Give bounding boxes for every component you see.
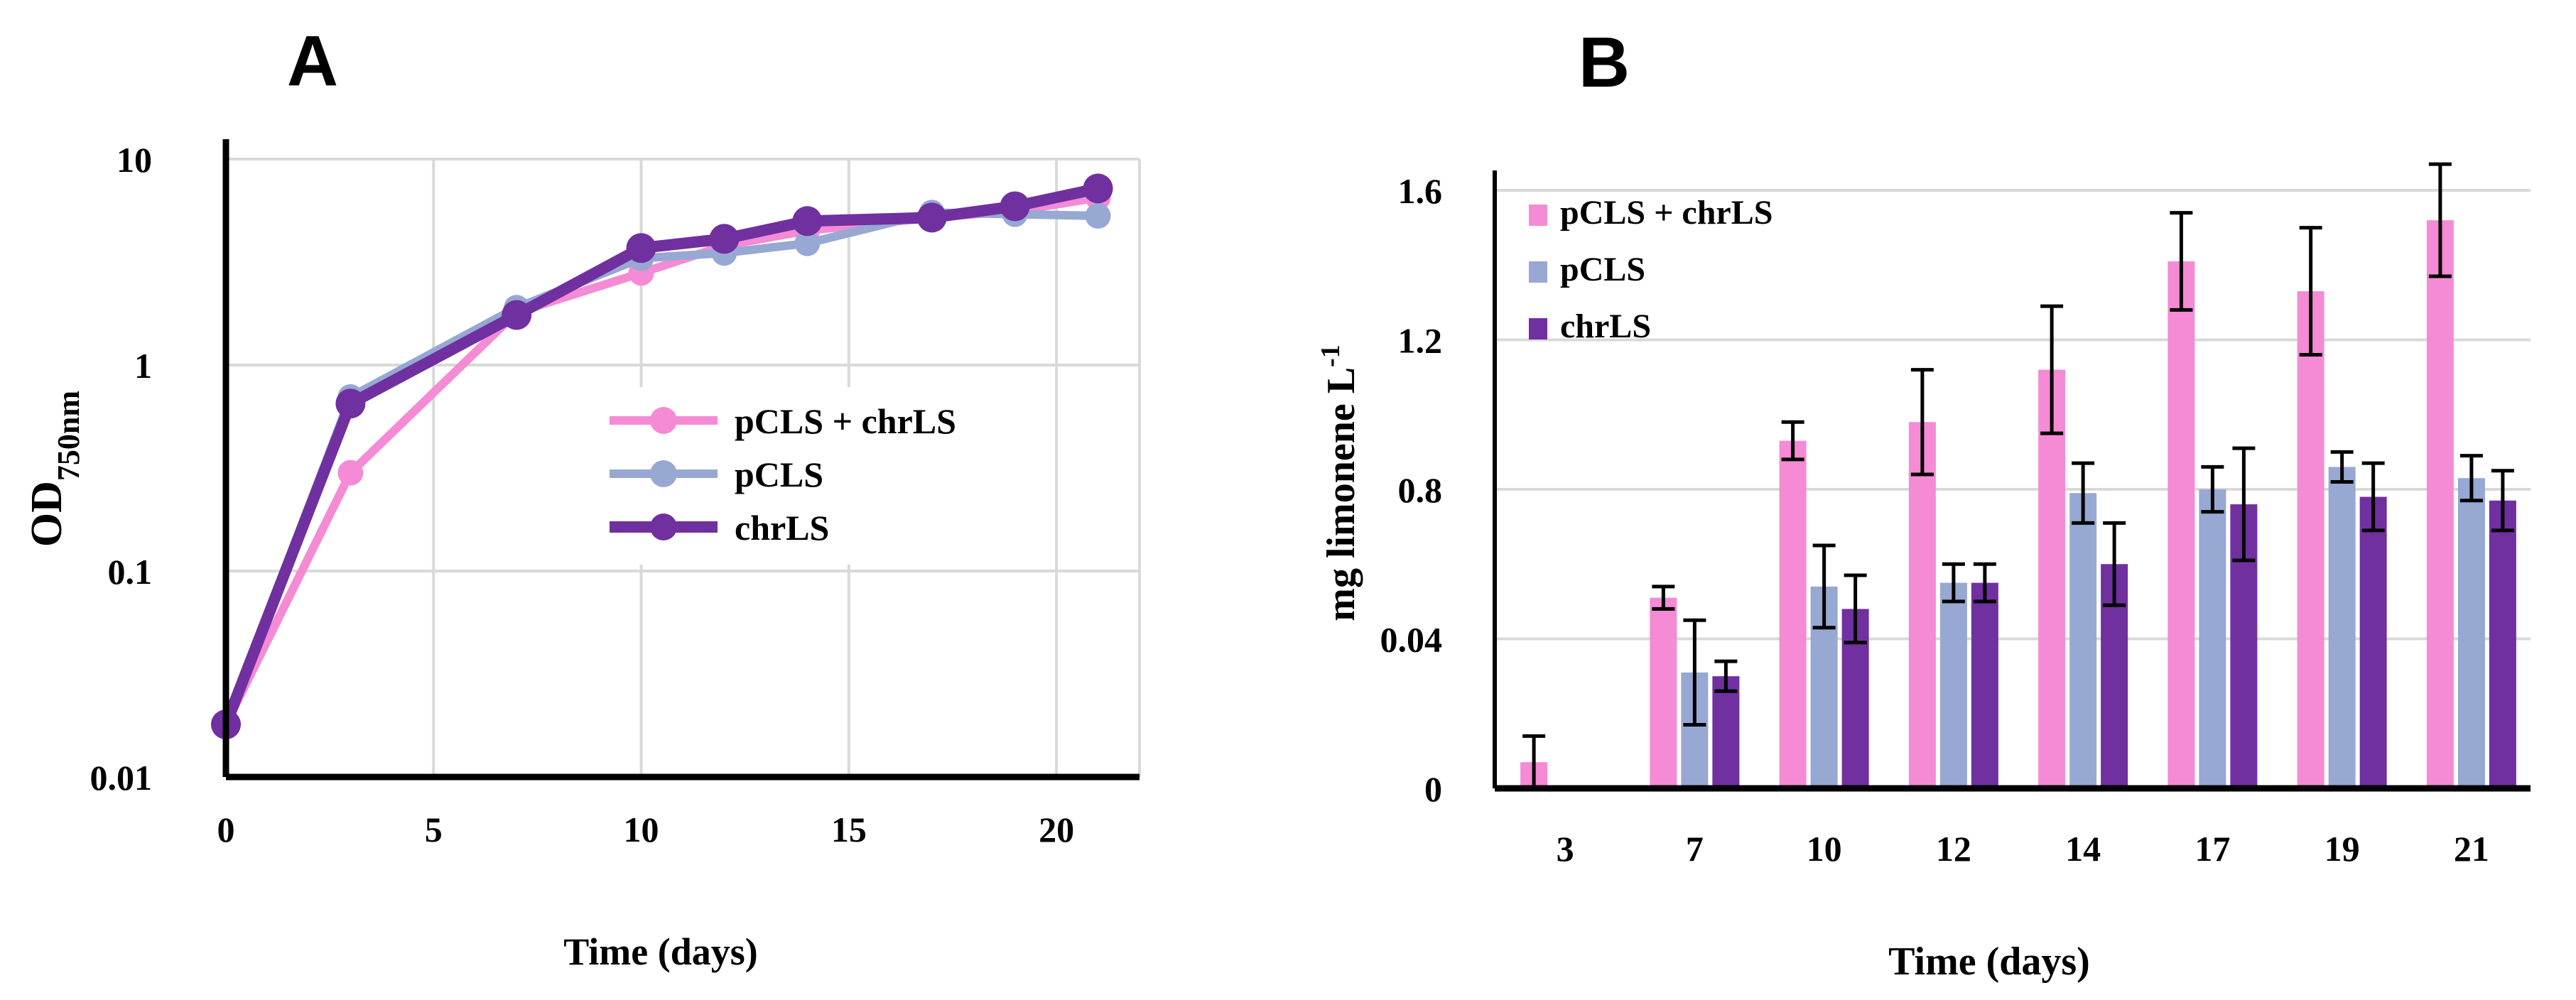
panel-a-legend-swatch-marker	[650, 407, 677, 434]
panel-b: B 3 7 10 12 14 17 19 21 0 0.04 0.8 1.2 1.6 Time (da…	[1316, 23, 2531, 984]
panel-a-x-axis-label: Time (days)	[563, 930, 758, 973]
panel-b-x-tick-label: 19	[2325, 829, 2360, 869]
panel-b-legend-label: pCLS	[1560, 251, 1645, 288]
panel-b-y-tick-label: 1.2	[1398, 321, 1443, 361]
panel-a-y-axis-label: OD750nm	[23, 391, 86, 547]
panel-b-x-tick-labels: 3 7 10 12 14 17 19 21	[1557, 829, 2489, 869]
panel-a-data-point	[337, 460, 364, 486]
panel-a-y-tick-label: 1	[134, 346, 152, 386]
panel-b-bar	[2199, 489, 2226, 788]
panel-a-series	[211, 173, 1113, 739]
panel-a-data-point	[1000, 191, 1030, 222]
panel-b-bar	[2359, 496, 2387, 788]
panel-a-x-tick-label: 0	[217, 810, 235, 849]
panel-a-data-point	[916, 202, 947, 233]
panel-b-bars	[1520, 162, 2516, 790]
panel-a-y-tick-labels: 0.01 0.1 1 10	[90, 140, 153, 798]
panel-b-label: B	[1579, 23, 1630, 102]
panel-a-data-point	[626, 233, 656, 263]
panel-a-y-axis-label-main: OD	[23, 481, 71, 547]
panel-b-y-tick-label: 0.04	[1380, 620, 1443, 660]
panel-a: A 0 5 10 15 20 0.01 0.1 1 10 Time (days) OD750n…	[23, 21, 1141, 973]
panel-a-axes	[222, 139, 1140, 781]
panel-b-x-tick-label: 21	[2454, 829, 2489, 869]
panel-b-bar	[2457, 478, 2485, 788]
panel-a-legend-swatch-marker	[650, 513, 677, 540]
panel-b-legend-swatch	[1529, 261, 1547, 283]
panel-b-y-axis-label-sup: -1	[1316, 344, 1346, 367]
panel-b-x-tick-label: 3	[1557, 829, 1574, 869]
panel-b-bar	[1939, 582, 1967, 788]
panel-a-legend: pCLS + chrLS pCLS chrLS	[597, 387, 956, 565]
panel-b-y-tick-label: 0.8	[1398, 470, 1443, 510]
panel-b-legend-label: pCLS + chrLS	[1560, 194, 1773, 232]
panel-b-legend-swatch	[1529, 205, 1547, 226]
panel-b-bar	[2328, 467, 2356, 788]
panel-a-legend-label: pCLS + chrLS	[735, 401, 956, 441]
panel-a-y-tick-label: 0.01	[90, 758, 153, 798]
panel-a-label: A	[287, 21, 338, 101]
panel-a-data-point	[1085, 202, 1111, 229]
panel-b-legend: pCLS + chrLS pCLS chrLS	[1529, 194, 1773, 345]
panel-b-bar	[2038, 369, 2066, 788]
panel-a-data-point	[502, 300, 532, 330]
panel-b-x-tick-label: 17	[2195, 829, 2230, 869]
panel-b-y-axis-label-main: mg limonene L	[1319, 367, 1363, 621]
panel-a-legend-label: pCLS	[735, 455, 823, 494]
panel-a-legend-label: chrLS	[735, 508, 829, 548]
panel-a-x-tick-label: 20	[1039, 810, 1074, 849]
panel-b-legend-swatch	[1529, 318, 1547, 339]
panel-b-bar	[1779, 440, 1807, 788]
panel-a-x-tick-label: 5	[425, 810, 443, 849]
panel-a-x-tick-label: 15	[831, 810, 867, 849]
panel-a-data-point	[792, 206, 823, 237]
panel-a-data-point	[709, 224, 740, 254]
panel-a-data-point	[335, 388, 366, 419]
panel-b-bar	[2297, 291, 2325, 788]
panel-a-x-tick-label: 10	[624, 810, 659, 849]
panel-a-y-tick-label: 0.1	[108, 552, 153, 592]
panel-b-bar	[2489, 500, 2516, 788]
panel-b-y-tick-label: 0	[1424, 769, 1442, 809]
panel-b-bar	[1712, 676, 1740, 788]
panel-b-legend-label: chrLS	[1560, 308, 1651, 345]
panel-b-bar	[1650, 597, 1677, 788]
panel-b-bar	[1971, 582, 1998, 788]
panel-b-x-tick-label: 10	[1807, 829, 1842, 869]
panel-b-bar	[2168, 261, 2195, 788]
panel-b-x-tick-label: 14	[2065, 829, 2101, 869]
panel-a-legend-swatch-marker	[650, 460, 677, 487]
panel-a-data-point	[794, 230, 821, 256]
panel-b-y-axis-label: mg limonene L-1	[1316, 344, 1363, 621]
panel-a-x-tick-labels: 0 5 10 15 20	[217, 810, 1075, 849]
panel-b-x-axis-label: Time (days)	[1888, 940, 2090, 984]
panel-b-bar	[2426, 220, 2454, 789]
panel-b-x-tick-label: 7	[1686, 829, 1704, 869]
panel-b-y-tick-labels: 0 0.04 0.8 1.2 1.6	[1380, 171, 1443, 809]
panel-b-bar	[2069, 493, 2097, 788]
panel-a-data-point	[1083, 173, 1113, 204]
panel-b-bar	[1908, 422, 1936, 788]
panel-b-y-tick-label: 1.6	[1398, 171, 1443, 211]
panel-a-y-axis-label-sub: 750nm	[51, 391, 86, 481]
panel-a-y-tick-label: 10	[117, 140, 152, 180]
panel-b-x-tick-label: 12	[1936, 829, 1971, 869]
panel-b-axes	[1493, 170, 2531, 792]
